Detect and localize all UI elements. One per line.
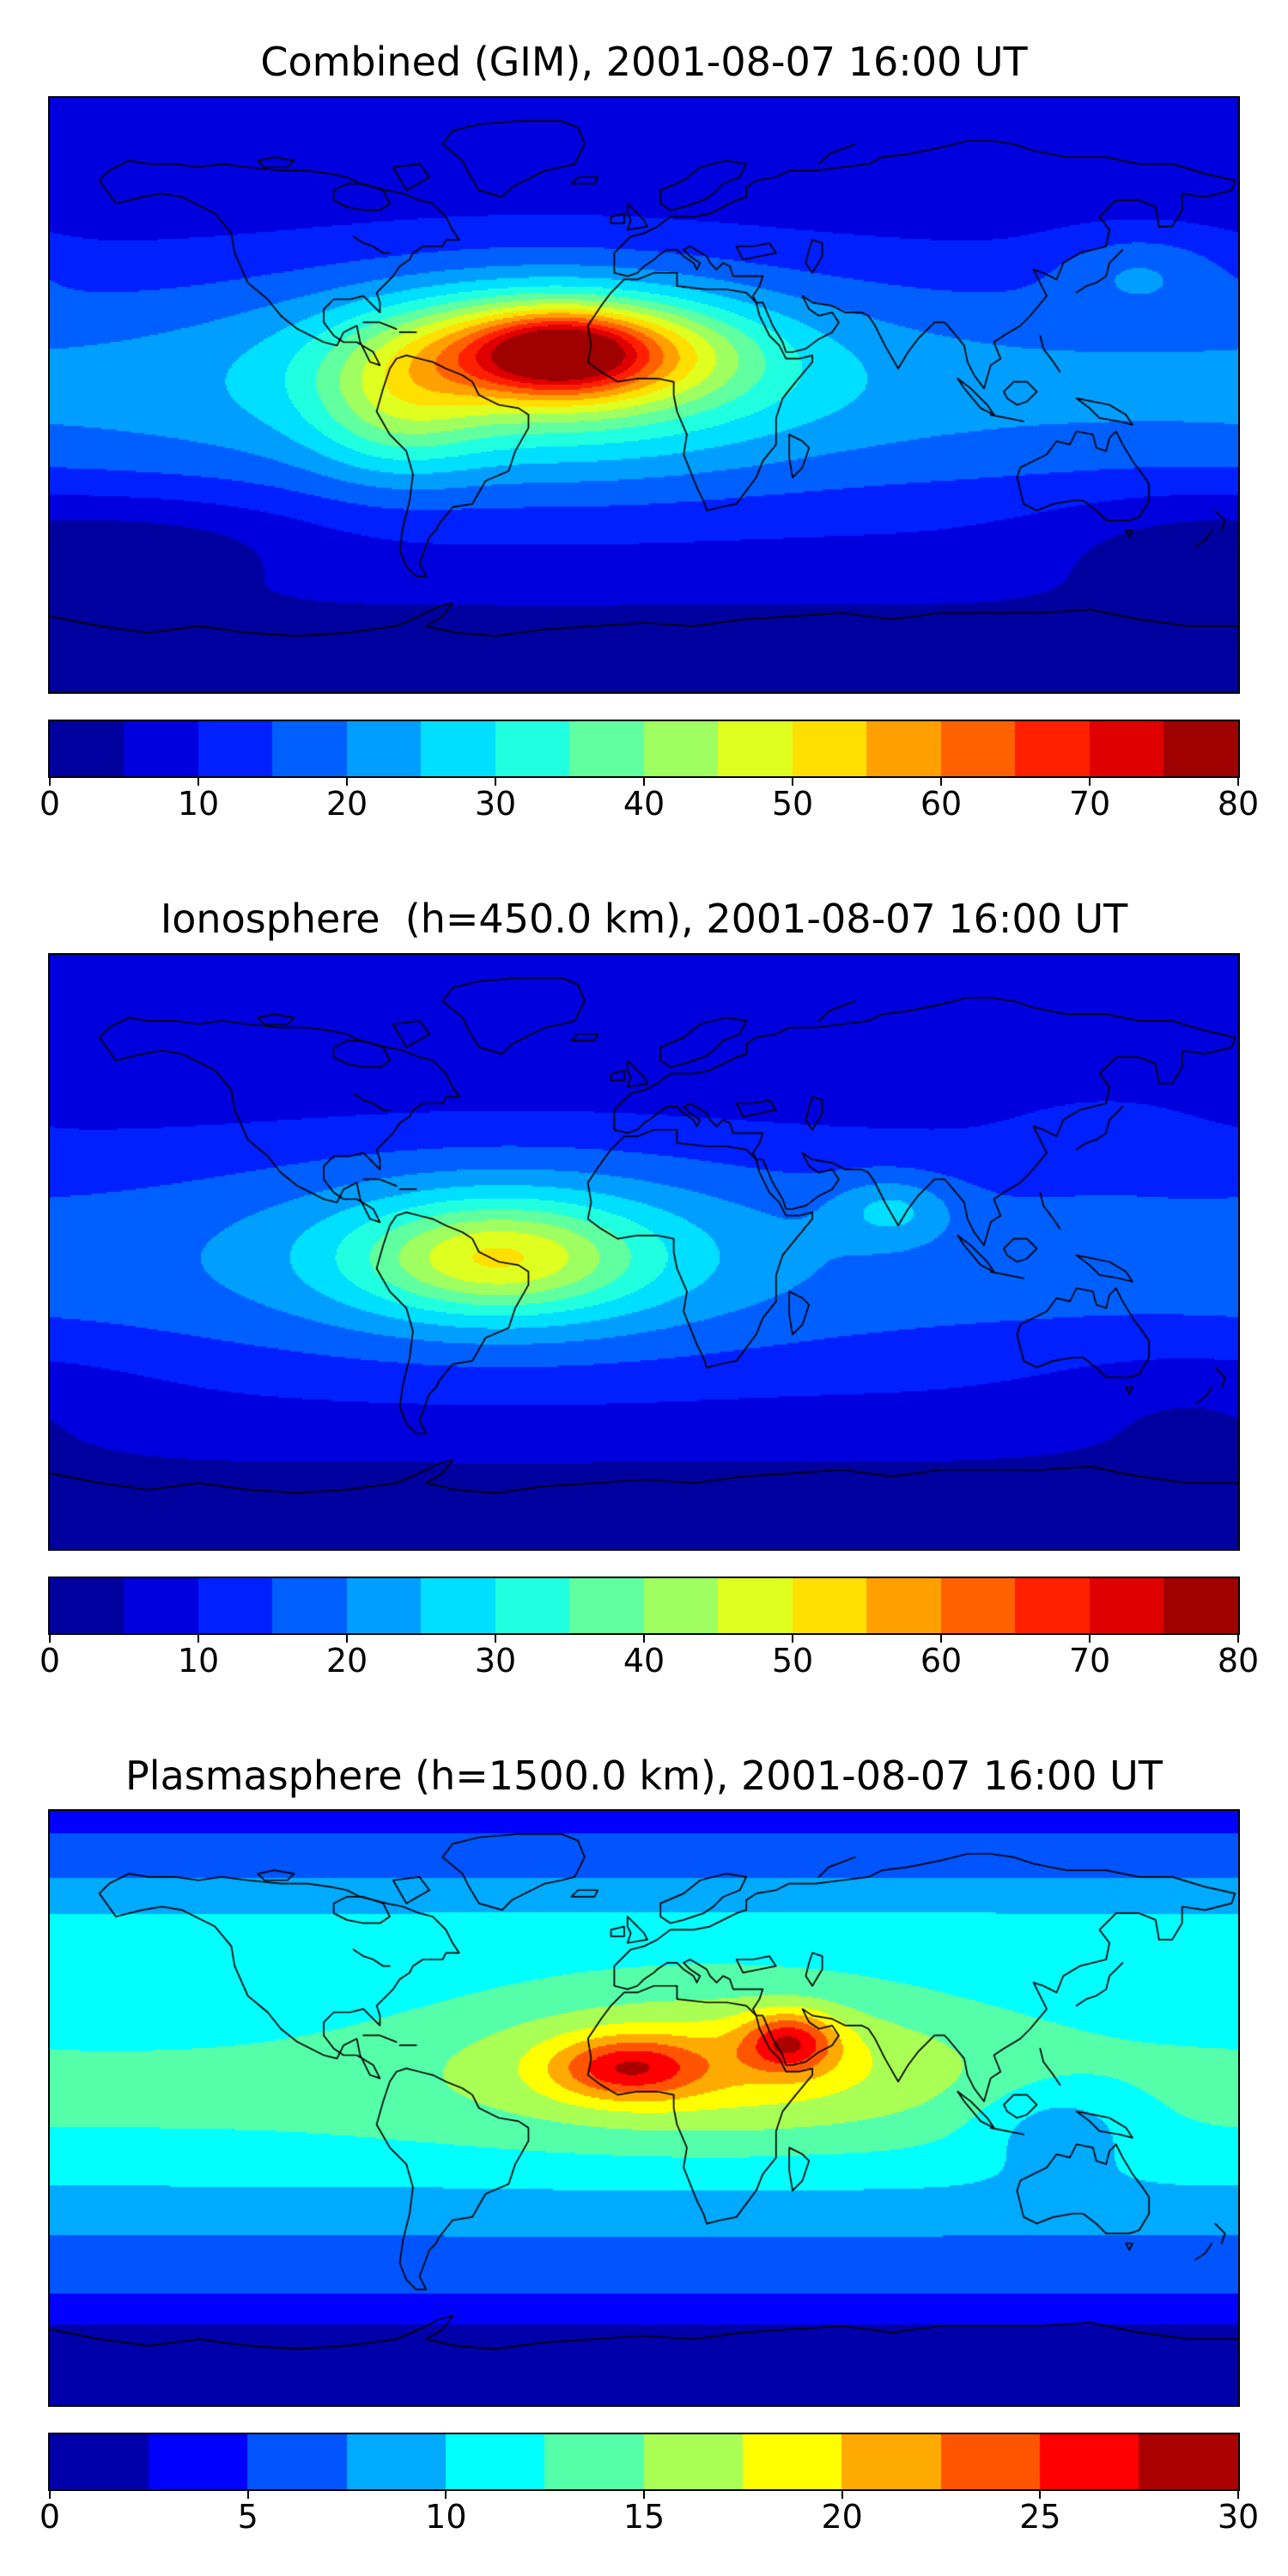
panel-title-combined: Combined (GIM), 2001-08-07 16:00 UT bbox=[260, 39, 1028, 85]
panel-ionosphere: Ionosphere (h=450.0 km), 2001-08-07 16:0… bbox=[39, 895, 1259, 1686]
colorbar-tick-label: 30 bbox=[474, 1641, 517, 1680]
colorbar-tick bbox=[445, 2491, 447, 2500]
colorbar-tick bbox=[49, 777, 51, 786]
colorbar-tick bbox=[1089, 777, 1091, 786]
colorbar-tick-label: 70 bbox=[1068, 1641, 1111, 1680]
colorbar-tick-label: 50 bbox=[771, 784, 814, 823]
colorbar-ticks-ionosphere: 0 10 20 30 40 50 60 70 80 bbox=[39, 1640, 1259, 1686]
colorbar-tick-label: 60 bbox=[920, 1641, 963, 1680]
colorbar-wrap-combined bbox=[48, 719, 1240, 786]
colorbar-tick-label: 30 bbox=[474, 784, 517, 823]
colorbar-tick bbox=[197, 1634, 199, 1643]
colorbar-tick bbox=[346, 1634, 348, 1643]
colorbar-tick-label: 10 bbox=[177, 1641, 220, 1680]
panel-combined: Combined (GIM), 2001-08-07 16:00 UT 0 10 2… bbox=[39, 39, 1259, 829]
colorbar-tick-label: 50 bbox=[771, 1641, 814, 1680]
map-plasmasphere bbox=[48, 1809, 1240, 2408]
colorbar-tick-label: 30 bbox=[1217, 2498, 1260, 2537]
colorbar-tick-label: 20 bbox=[325, 784, 368, 823]
colorbar-tick bbox=[792, 777, 793, 786]
colorbar-tick bbox=[1237, 2491, 1239, 2500]
colorbar-tick bbox=[643, 2491, 645, 2500]
panel-title-plasmasphere: Plasmasphere (h=1500.0 km), 2001-08-07 1… bbox=[125, 1752, 1163, 1799]
colorbar-tick-label: 0 bbox=[39, 2498, 61, 2537]
colorbar-tick bbox=[841, 2491, 843, 2500]
colorbar-tick bbox=[346, 777, 348, 786]
colorbar-tick-label: 60 bbox=[920, 784, 963, 823]
colorbar-tick bbox=[1237, 777, 1239, 786]
colorbar-plasmasphere bbox=[48, 2433, 1240, 2492]
colorbar-tick bbox=[940, 777, 942, 786]
colorbar-tick-label: 10 bbox=[425, 2498, 467, 2537]
map-ionosphere bbox=[48, 952, 1240, 1551]
colorbar-tick-label: 40 bbox=[623, 1641, 665, 1680]
panel-plasmasphere: Plasmasphere (h=1500.0 km), 2001-08-07 1… bbox=[39, 1752, 1259, 2543]
colorbar-tick-label: 0 bbox=[39, 1641, 61, 1680]
colorbar-tick-label: 0 bbox=[39, 784, 61, 823]
colorbar-tick bbox=[495, 1634, 496, 1643]
colorbar-tick-label: 20 bbox=[821, 2498, 863, 2537]
colorbar-tick-label: 20 bbox=[325, 1641, 368, 1680]
colorbar-wrap-ionosphere bbox=[48, 1576, 1240, 1643]
map-combined-gim bbox=[48, 95, 1240, 694]
colorbar-combined bbox=[48, 719, 1240, 778]
colorbar-tick-label: 10 bbox=[177, 784, 220, 823]
colorbar-tick-label: 25 bbox=[1019, 2498, 1061, 2537]
colorbar-tick bbox=[643, 777, 645, 786]
colorbar-tick bbox=[49, 1634, 51, 1643]
colorbar-tick-label: 5 bbox=[237, 2498, 258, 2537]
colorbar-wrap-plasmasphere bbox=[48, 2433, 1240, 2500]
colorbar-ticks-plasmasphere: 0 5 10 15 20 25 30 bbox=[39, 2496, 1259, 2543]
colorbar-tick-label: 40 bbox=[623, 784, 665, 823]
colorbar-tick bbox=[495, 777, 496, 786]
colorbar-tick bbox=[1089, 1634, 1091, 1643]
colorbar-ionosphere bbox=[48, 1576, 1240, 1635]
colorbar-ticks-combined: 0 10 20 30 40 50 60 70 80 bbox=[39, 783, 1259, 829]
colorbar-tick bbox=[1039, 2491, 1042, 2500]
panel-title-ionosphere: Ionosphere (h=450.0 km), 2001-08-07 16:0… bbox=[160, 895, 1128, 942]
colorbar-tick bbox=[197, 777, 199, 786]
colorbar-tick bbox=[49, 2491, 51, 2500]
colorbar-tick bbox=[1237, 1634, 1239, 1643]
colorbar-tick bbox=[792, 1634, 793, 1643]
colorbar-tick bbox=[246, 2491, 249, 2500]
colorbar-tick-label: 80 bbox=[1217, 1641, 1260, 1680]
colorbar-tick-label: 80 bbox=[1217, 784, 1260, 823]
colorbar-tick-label: 15 bbox=[623, 2498, 665, 2537]
colorbar-tick-label: 70 bbox=[1068, 784, 1111, 823]
colorbar-tick bbox=[643, 1634, 645, 1643]
colorbar-tick bbox=[940, 1634, 942, 1643]
